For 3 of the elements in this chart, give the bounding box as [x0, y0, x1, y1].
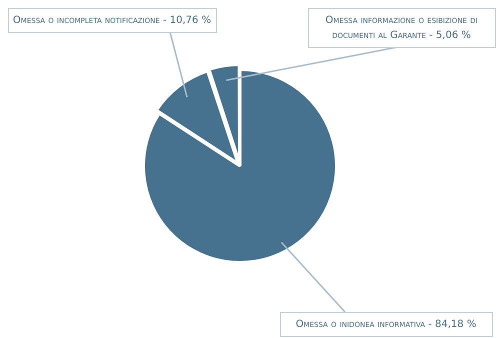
- slice-label: Omessa o incompleta notificazione - 10,76 %: [12, 15, 212, 26]
- slice-label: Omessa o inidonea informativa - 84,18 %: [296, 319, 476, 330]
- slice-label: Omessa informazione o esibizione di documenti al Garante - 5,06 %: [325, 15, 478, 42]
